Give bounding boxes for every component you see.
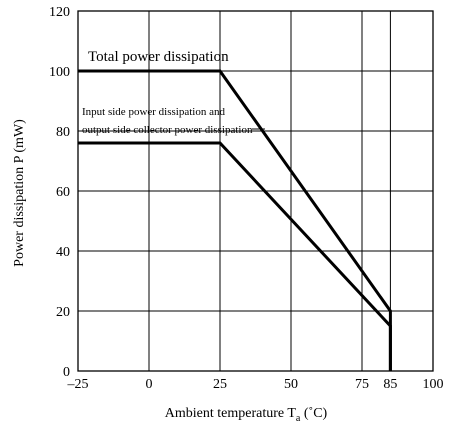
x-tick-label: 0 (146, 377, 153, 392)
y-tick-label: 120 (49, 5, 70, 20)
x-axis-title-unit: (˚C) (300, 406, 327, 421)
x-tick-label: 50 (284, 377, 298, 392)
x-tick-label: –25 (67, 377, 89, 392)
annotation-input-output-2: output side collector power dissipation (82, 124, 253, 136)
x-axis-title-subscript: a (296, 413, 301, 424)
x-tick-label: 100 (423, 377, 444, 392)
plot-frame (77, 10, 434, 372)
x-axis-title: Ambient temperature Ta (˚C) (165, 406, 328, 424)
x-tick-label: 85 (383, 377, 397, 392)
y-tick-label: 0 (63, 365, 70, 380)
series-group (78, 69, 392, 371)
y-tick-label: 20 (56, 305, 70, 320)
y-tick-label: 40 (56, 245, 70, 260)
grid (77, 10, 434, 372)
y-tick-label: 100 (49, 65, 70, 80)
x-tick-label: 75 (355, 377, 369, 392)
y-tick-label: 80 (56, 125, 70, 140)
annotation-total: Total power dissipation (88, 49, 229, 65)
y-axis-title: Power dissipation P (mW) (12, 119, 27, 267)
y-tick-label: 60 (56, 185, 70, 200)
annotation-input-output-1: Input side power dissipation and (82, 106, 225, 118)
series-line-input-output (78, 141, 392, 371)
x-axis-title-main: Ambient temperature T (165, 406, 297, 421)
x-tick-label: 25 (213, 377, 227, 392)
